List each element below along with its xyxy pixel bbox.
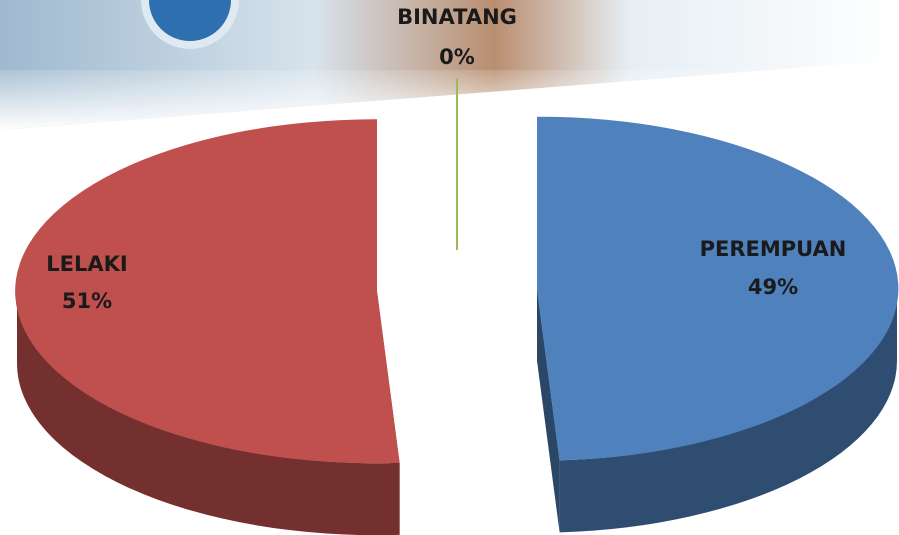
slice-value-label: 51%: [62, 289, 112, 313]
slice-label: LELAKI: [46, 252, 127, 276]
slice-label: PEREMPUAN: [700, 237, 847, 261]
slice: [537, 116, 899, 461]
slice: [15, 119, 400, 464]
slice-value-label: 0%: [439, 45, 475, 69]
banner: [0, 0, 899, 130]
slice-value-label: 49%: [748, 275, 798, 299]
pie: BINATANG 0% PEREMPUAN 49% LELAKI 51%: [15, 5, 899, 535]
slice-cut-face: [537, 288, 560, 533]
slice-side: [559, 288, 898, 533]
slice-label: BINATANG: [397, 5, 517, 29]
slice-side: [17, 291, 400, 535]
